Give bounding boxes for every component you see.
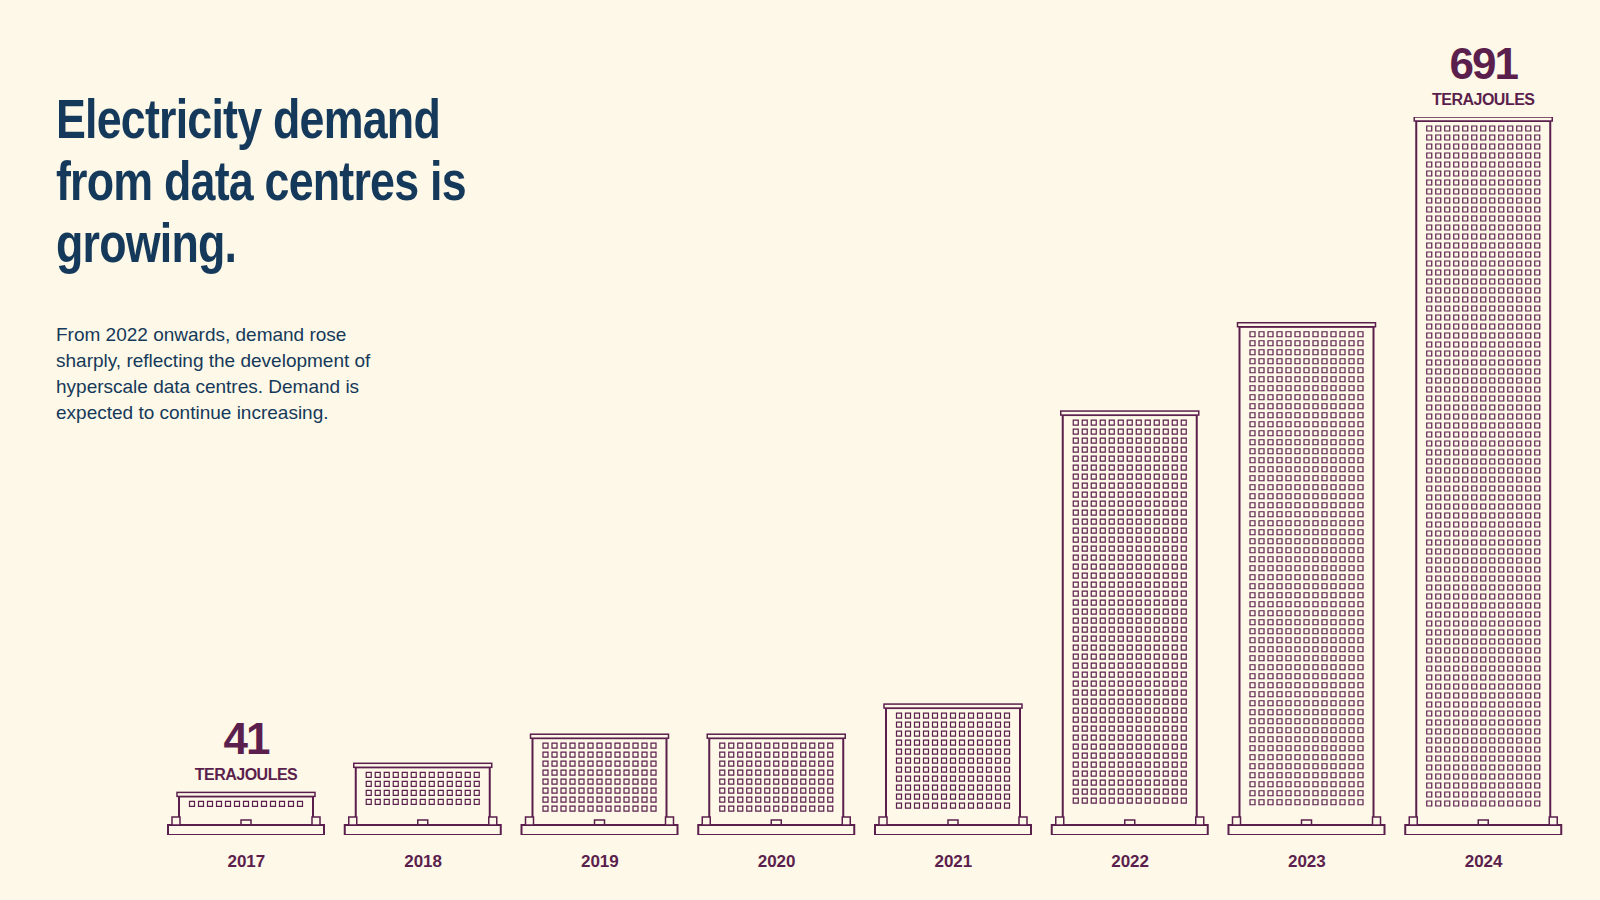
svg-text:691: 691 [1450, 39, 1519, 88]
svg-text:TERAJOULES: TERAJOULES [195, 766, 298, 783]
svg-text:2018: 2018 [404, 852, 442, 871]
svg-text:2019: 2019 [581, 852, 619, 871]
svg-text:2020: 2020 [758, 852, 796, 871]
svg-text:TERAJOULES: TERAJOULES [1432, 91, 1535, 108]
svg-text:2024: 2024 [1465, 852, 1503, 871]
html-text:From 2022 onwards, demand rose: From 2022 onwards, demand rose sharply, … [56, 324, 371, 423]
html-text:Electricity demand from data c: Electricity demand from data centres is … [56, 87, 466, 274]
svg-text:41: 41 [224, 714, 270, 763]
svg-text:2021: 2021 [934, 852, 972, 871]
svg-text:2017: 2017 [227, 852, 265, 871]
svg-text:2023: 2023 [1288, 852, 1326, 871]
svg-text:2022: 2022 [1111, 852, 1149, 871]
